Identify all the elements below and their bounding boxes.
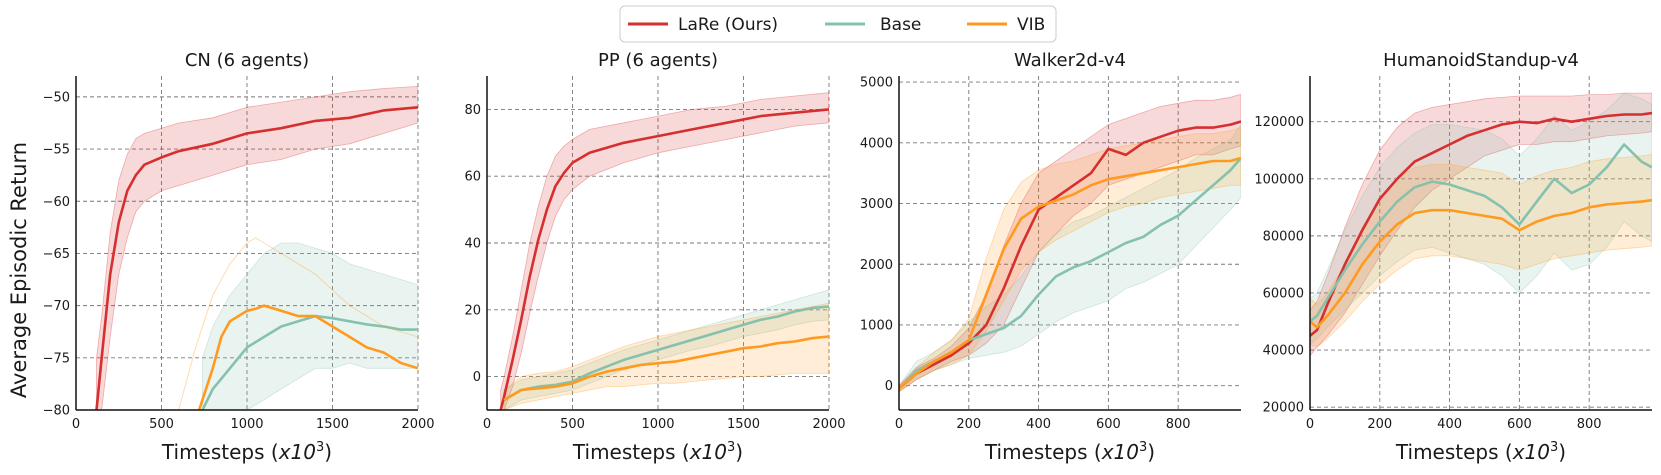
legend-label-base: Base — [880, 15, 921, 35]
line-vib-pp-6-agents — [503, 335, 829, 402]
x-tick-label-walker2d-v4: 600 — [1096, 417, 1121, 432]
y-tick-label-cn-6-agents: −60 — [43, 195, 70, 210]
x-axis-label-cn-6-agents: Timesteps (x103) — [161, 440, 332, 464]
line-lare-ours-pp-6-agents — [499, 108, 829, 410]
line-lare-ours-cn-6-agents — [95, 106, 418, 410]
band-base-cn-6-agents — [202, 242, 418, 410]
x-tick-label-cn-6-agents: 1000 — [230, 417, 263, 432]
subplot-title-humanoidstandup-v4: HumanoidStandup-v4 — [1383, 50, 1579, 71]
x-tick-label-humanoidstandup-v4: 600 — [1507, 417, 1532, 432]
legend-label-vib: VIB — [1017, 15, 1045, 35]
x-tick-label-walker2d-v4: 400 — [1026, 417, 1051, 432]
y-tick-label-cn-6-agents: −70 — [43, 299, 70, 314]
line-vib-humanoidstandup-v4 — [1310, 198, 1652, 329]
band-lare-ours-walker2d-v4 — [899, 93, 1241, 393]
plot-area-pp-6-agents — [499, 92, 829, 410]
y-tick-label-pp-6-agents: 20 — [464, 303, 481, 318]
y-tick-label-pp-6-agents: 80 — [464, 103, 481, 118]
band-edge-vib-hi-cn-6-agents — [178, 237, 418, 410]
line-vib-cn-6-agents — [197, 304, 418, 410]
subplots: 0 500 1000 1500 2000−80−75−70−65−60−55−50CN … — [43, 50, 1652, 464]
subplot-cn-6-agents: 0 500 1000 1500 2000 −80 −75 −70 −65 −60 −55 −50 CN … — [43, 50, 435, 464]
y-tick-label-humanoidstandup-v4: 40000 — [1263, 344, 1304, 359]
line-vib-walker2d-v4 — [899, 156, 1241, 390]
line-base-pp-6-agents — [503, 305, 829, 402]
x-tick-label-humanoidstandup-v4: 400 — [1437, 417, 1462, 432]
subplot-title-cn-6-agents: CN (6 agents) — [185, 50, 309, 71]
plot-area-cn-6-agents — [95, 85, 418, 410]
y-tick-label-humanoidstandup-v4: 120000 — [1254, 115, 1304, 130]
subplot-pp-6-agents: 0 500 1000 1500 2000 0 20 40 60 80 PP (6 agents) Ti… — [464, 50, 845, 464]
y-tick-label-walker2d-v4: 1000 — [860, 318, 893, 333]
x-tick-label-pp-6-agents: 2000 — [812, 417, 845, 432]
x-tick-label-pp-6-agents: 500 — [560, 417, 585, 432]
subplot-walker2d-v4: 0 200 400 600 800 0 1000 2000 3000 4000 5000 Walker… — [860, 50, 1241, 464]
subplot-title-pp-6-agents: PP (6 agents) — [598, 50, 718, 71]
x-tick-label-walker2d-v4: 0 — [895, 417, 903, 432]
y-tick-label-walker2d-v4: 2000 — [860, 258, 893, 273]
band-lare-ours-pp-6-agents — [500, 92, 829, 410]
subplot-title-walker2d-v4: Walker2d-v4 — [1014, 50, 1126, 71]
plot-area-humanoidstandup-v4 — [1310, 92, 1652, 357]
y-tick-label-humanoidstandup-v4: 20000 — [1263, 401, 1304, 416]
band-lare-ours-humanoidstandup-v4 — [1310, 92, 1652, 357]
y-axis-label: Average Episodic Return — [7, 142, 31, 398]
y-tick-label-humanoidstandup-v4: 100000 — [1254, 172, 1304, 187]
y-tick-label-cn-6-agents: −55 — [43, 143, 70, 158]
line-lare-ours-humanoidstandup-v4 — [1310, 111, 1652, 337]
legend: LaRe (Ours) Base VIB — [619, 5, 1057, 43]
line-base-humanoidstandup-v4 — [1310, 143, 1652, 323]
subplot-humanoidstandup-v4: 0 200 400 600 800 20000 40000 60000 80000 100000 1… — [1254, 50, 1652, 464]
band-lare-ours-cn-6-agents — [96, 85, 418, 410]
x-tick-label-humanoidstandup-v4: 0 — [1306, 417, 1314, 432]
band-base-humanoidstandup-v4 — [1310, 92, 1652, 345]
y-tick-label-pp-6-agents: 40 — [464, 237, 481, 252]
x-tick-label-pp-6-agents: 1000 — [641, 417, 674, 432]
x-tick-label-pp-6-agents: 1500 — [727, 417, 760, 432]
x-axis-label-walker2d-v4: Timesteps (x103) — [984, 440, 1155, 464]
y-tick-label-walker2d-v4: 5000 — [860, 76, 893, 91]
y-tick-label-cn-6-agents: −50 — [43, 90, 70, 105]
y-tick-label-humanoidstandup-v4: 60000 — [1263, 286, 1304, 301]
y-tick-label-walker2d-v4: 4000 — [860, 136, 893, 151]
y-tick-label-cn-6-agents: −65 — [43, 247, 70, 262]
band-base-pp-6-agents — [503, 289, 829, 410]
x-axis-label-pp-6-agents: Timesteps (x103) — [572, 440, 743, 464]
x-tick-label-walker2d-v4: 200 — [956, 417, 981, 432]
x-tick-label-walker2d-v4: 800 — [1166, 417, 1191, 432]
x-tick-label-cn-6-agents: 0 — [72, 417, 80, 432]
y-tick-label-pp-6-agents: 0 — [473, 370, 481, 385]
line-lare-ours-walker2d-v4 — [899, 120, 1241, 390]
x-tick-label-humanoidstandup-v4: 200 — [1367, 417, 1392, 432]
x-tick-label-humanoidstandup-v4: 800 — [1577, 417, 1602, 432]
y-tick-label-cn-6-agents: −75 — [43, 351, 70, 366]
line-base-cn-6-agents — [201, 314, 418, 410]
x-tick-label-cn-6-agents: 1500 — [316, 417, 349, 432]
band-vib-pp-6-agents — [503, 302, 829, 410]
y-tick-label-pp-6-agents: 60 — [464, 170, 481, 185]
x-tick-label-cn-6-agents: 500 — [149, 417, 174, 432]
x-tick-label-pp-6-agents: 0 — [483, 417, 491, 432]
x-axis-label-humanoidstandup-v4: Timesteps (x103) — [1395, 440, 1566, 464]
y-tick-label-cn-6-agents: −80 — [43, 404, 70, 419]
legend-label-lare: LaRe (Ours) — [678, 15, 778, 35]
y-tick-label-walker2d-v4: 0 — [885, 379, 893, 394]
plot-area-walker2d-v4 — [899, 93, 1241, 393]
y-tick-label-humanoidstandup-v4: 80000 — [1263, 229, 1304, 244]
x-tick-label-cn-6-agents: 2000 — [401, 417, 434, 432]
y-tick-label-walker2d-v4: 3000 — [860, 197, 893, 212]
